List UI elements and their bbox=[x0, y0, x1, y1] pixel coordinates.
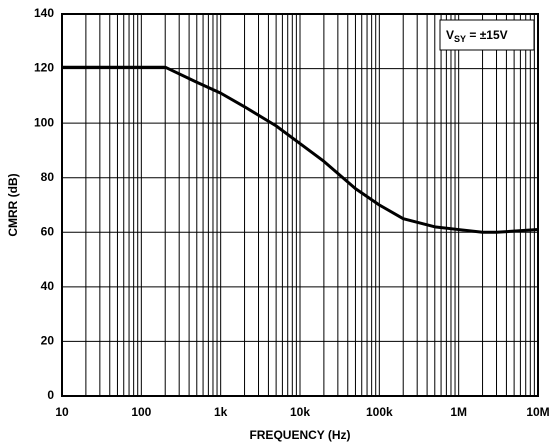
x-tick-label: 1k bbox=[214, 405, 228, 419]
x-axis-label: FREQUENCY (Hz) bbox=[249, 428, 350, 442]
annotation-text: = ±15V bbox=[466, 28, 508, 42]
x-tick-label: 100 bbox=[131, 405, 151, 419]
y-tick-label: 60 bbox=[41, 224, 55, 238]
x-tick-label: 10M bbox=[526, 405, 549, 419]
y-tick-label: 120 bbox=[34, 61, 54, 75]
x-tick-label: 1M bbox=[450, 405, 467, 419]
annotation-symbol: V bbox=[446, 28, 454, 42]
data-line bbox=[62, 65, 539, 234]
y-axis-label: CMRR (dB) bbox=[6, 173, 20, 236]
x-tick-label: 100k bbox=[366, 405, 393, 419]
y-tick-label: 80 bbox=[41, 170, 55, 184]
y-tick-label: 0 bbox=[47, 388, 54, 402]
annotation-subscript: SY bbox=[454, 34, 466, 44]
y-tick-label: 40 bbox=[41, 279, 55, 293]
x-tick-label: 10 bbox=[55, 405, 69, 419]
grid bbox=[61, 13, 539, 397]
annotation: VSY = ±15V bbox=[446, 28, 508, 44]
y-tick-label: 140 bbox=[34, 6, 54, 20]
y-tick-label: 20 bbox=[41, 334, 55, 348]
y-tick-label: 100 bbox=[34, 115, 54, 129]
annotation-box bbox=[439, 19, 535, 51]
x-tick-label: 10k bbox=[290, 405, 310, 419]
